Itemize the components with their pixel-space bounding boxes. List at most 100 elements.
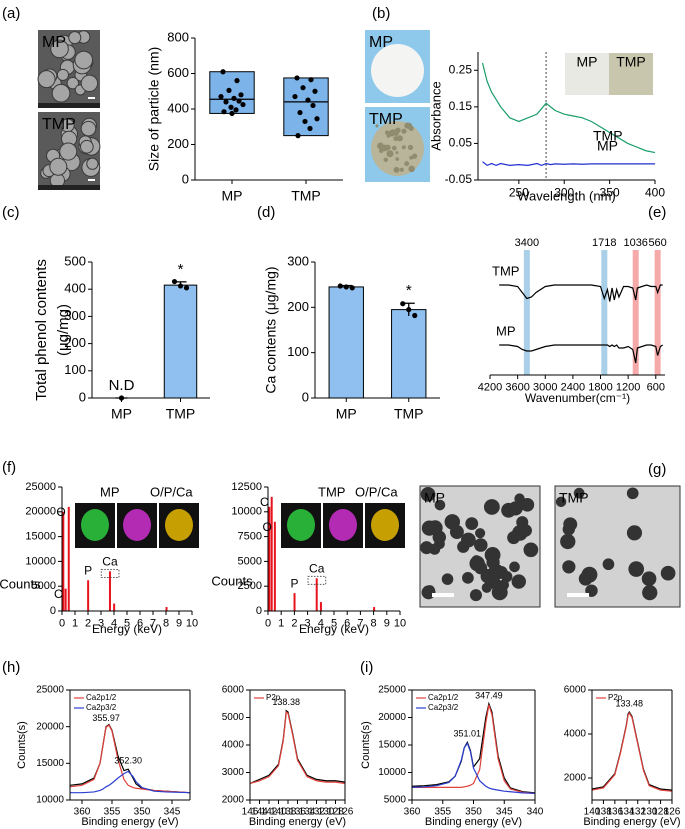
legend-label: Ca2p1/2 bbox=[86, 693, 117, 702]
peak-label: 347.49 bbox=[475, 690, 503, 700]
y-tick-label: 6000 bbox=[564, 685, 587, 696]
x-tick-label: 8 bbox=[163, 618, 169, 630]
peak-name: O bbox=[263, 520, 272, 534]
x-tick-label: 400 bbox=[645, 185, 665, 199]
series-label: TMP bbox=[492, 263, 519, 278]
panel-label: (i) bbox=[360, 659, 373, 676]
flake bbox=[393, 136, 399, 142]
flake bbox=[393, 166, 400, 173]
powder bbox=[371, 44, 424, 97]
x-tick-label: 345 bbox=[164, 807, 181, 818]
series-line bbox=[249, 709, 346, 785]
x-tick-label: 134 bbox=[618, 807, 635, 818]
point bbox=[349, 285, 355, 291]
x-tick-label: 360 bbox=[74, 807, 91, 818]
x-tick-label: 136 bbox=[607, 807, 624, 818]
y-tick-label: 0.15 bbox=[449, 99, 473, 113]
point bbox=[238, 92, 244, 98]
x-tick-label: 146 bbox=[242, 807, 259, 818]
particle bbox=[509, 561, 520, 573]
particle bbox=[523, 542, 539, 558]
series-line bbox=[411, 742, 536, 794]
y-tick-label: 10000 bbox=[36, 795, 64, 806]
point bbox=[292, 93, 298, 100]
series-label: TMP bbox=[593, 128, 623, 144]
band-label: 560 bbox=[648, 237, 666, 249]
particle bbox=[562, 560, 576, 574]
peak-label: 133.48 bbox=[615, 698, 643, 708]
y-tick-label: 20000 bbox=[378, 712, 406, 723]
y-tick-label: 25000 bbox=[378, 685, 406, 696]
flake bbox=[391, 145, 397, 151]
image-label: MP bbox=[369, 34, 393, 51]
particle bbox=[80, 74, 99, 92]
particle bbox=[444, 514, 461, 530]
y-axis-label: Ca contents (μg/mg) bbox=[263, 266, 279, 393]
peak-label: 138.38 bbox=[272, 697, 300, 707]
particle bbox=[74, 50, 94, 70]
x-tick-label: 0 bbox=[59, 618, 65, 630]
legend-label: P2p bbox=[608, 693, 623, 702]
band bbox=[523, 250, 530, 375]
map-label: O bbox=[355, 484, 365, 499]
flake bbox=[377, 142, 384, 150]
map-label: P bbox=[369, 484, 378, 499]
y-tick-label: 20000 bbox=[25, 506, 56, 518]
band-label: 1036 bbox=[623, 237, 647, 249]
panel-label: (a) bbox=[2, 5, 20, 22]
particle bbox=[514, 493, 525, 504]
legend-label: Ca2p3/2 bbox=[86, 703, 117, 712]
y-tick-label: 6000 bbox=[222, 685, 245, 696]
map-label: Ca bbox=[176, 484, 193, 499]
particle bbox=[462, 572, 474, 584]
point bbox=[234, 78, 240, 84]
flake bbox=[399, 167, 404, 172]
x-tick-label: 10 bbox=[186, 618, 198, 630]
y-tick-label: 15000 bbox=[378, 740, 406, 751]
x-axis-label: Energy (keV) bbox=[92, 622, 162, 636]
particle bbox=[51, 83, 71, 103]
panel-label: (h) bbox=[2, 659, 20, 676]
x-tick-label: 140 bbox=[270, 807, 287, 818]
panel-label: (f) bbox=[2, 459, 16, 476]
particle bbox=[494, 565, 508, 579]
band-label: 1718 bbox=[592, 237, 616, 249]
x-tick-label: 132 bbox=[629, 807, 646, 818]
particle bbox=[420, 487, 436, 502]
point bbox=[307, 125, 313, 132]
particle bbox=[641, 571, 657, 587]
particle bbox=[481, 582, 492, 593]
point bbox=[297, 109, 303, 116]
y-tick-label: 0.05 bbox=[449, 136, 473, 150]
flake bbox=[395, 151, 399, 155]
particle bbox=[508, 501, 523, 516]
series-line bbox=[499, 344, 664, 364]
series-line bbox=[70, 770, 191, 794]
particle bbox=[56, 68, 69, 81]
flake bbox=[401, 145, 406, 150]
y-axis-label: (μg/mg) bbox=[55, 304, 72, 356]
flake bbox=[386, 150, 394, 158]
x-tick-label: 138 bbox=[280, 807, 297, 818]
particle bbox=[642, 584, 658, 601]
peak-box bbox=[100, 568, 120, 578]
x-tick-label: 3000 bbox=[533, 382, 557, 394]
series-line bbox=[482, 161, 655, 167]
particle bbox=[66, 76, 80, 90]
point bbox=[295, 133, 301, 139]
element-signal bbox=[81, 509, 109, 541]
flake bbox=[412, 153, 418, 159]
particle bbox=[483, 499, 500, 515]
legend-label: Ca2p3/2 bbox=[428, 703, 459, 712]
peak-label: 352.30 bbox=[114, 756, 142, 766]
y-tick-label: 300 bbox=[287, 253, 309, 268]
series-line bbox=[69, 724, 191, 794]
y-tick-label: 5000 bbox=[238, 555, 262, 567]
x-tick-label: MP bbox=[336, 406, 357, 422]
x-tick-label: 1 bbox=[72, 618, 78, 630]
point bbox=[233, 107, 239, 113]
x-tick-label: 350 bbox=[465, 807, 482, 818]
point bbox=[231, 95, 237, 101]
image-label: TMP bbox=[42, 116, 76, 133]
x-tick-label: 3600 bbox=[505, 382, 529, 394]
